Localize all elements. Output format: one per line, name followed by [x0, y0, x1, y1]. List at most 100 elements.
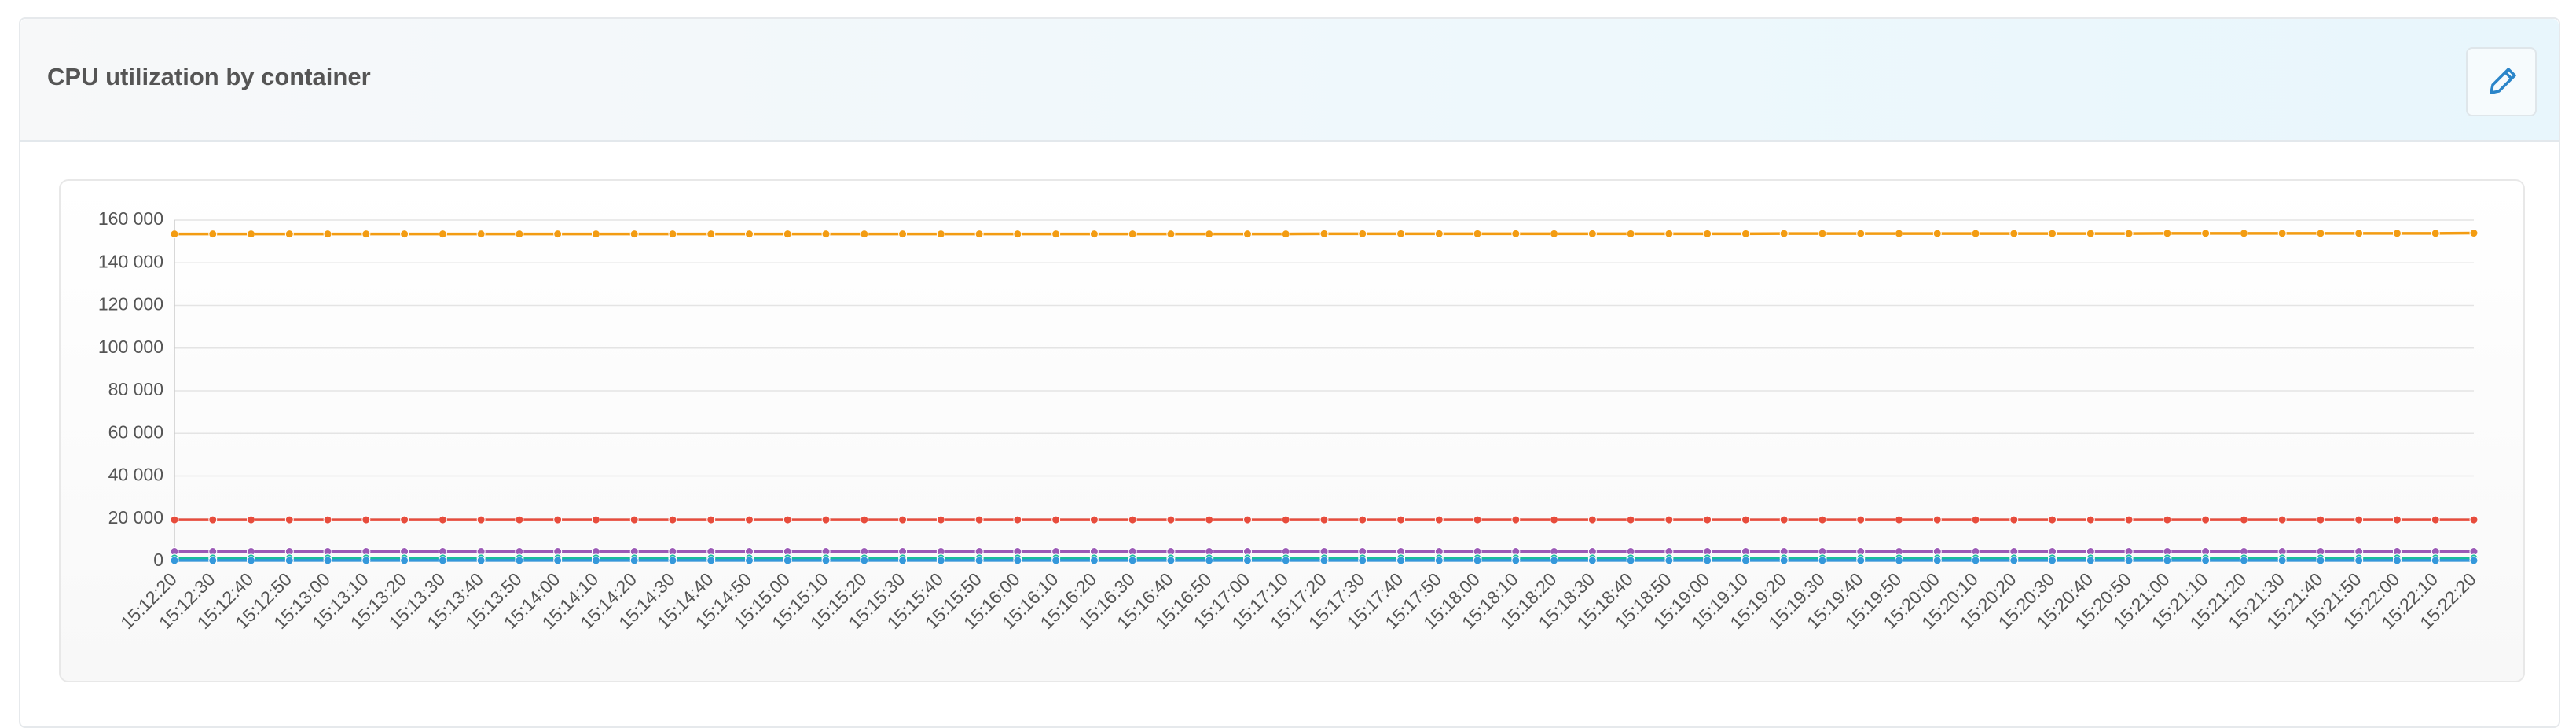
data-point [1434, 515, 1444, 524]
data-point [1089, 230, 1099, 239]
page: CPU utilization by container 0 20 000 40 0… [19, 17, 2560, 728]
data-point [783, 556, 792, 565]
data-point [936, 556, 945, 565]
data-point [1473, 515, 1482, 524]
data-point [2048, 229, 2057, 238]
data-point [1971, 515, 1980, 524]
panel-title: CPU utilization by container [47, 63, 371, 90]
data-point [1779, 229, 1789, 238]
data-point [1396, 229, 1406, 238]
data-point [783, 230, 792, 239]
data-point [438, 556, 447, 565]
data-point [476, 230, 486, 239]
data-point [170, 556, 179, 565]
data-point [2354, 556, 2364, 565]
chart: 0 20 000 40 000 60 000 80 000 100 000 120 000 1… [98, 208, 2480, 633]
data-point [1319, 515, 1329, 524]
data-point [2316, 515, 2325, 524]
data-point [2392, 229, 2402, 238]
data-point [1550, 515, 1559, 524]
data-point [2048, 556, 2057, 565]
data-point [284, 556, 294, 565]
data-point [361, 230, 371, 239]
data-point [1051, 230, 1061, 239]
data-point [629, 556, 639, 565]
data-point [745, 230, 754, 239]
data-point [1128, 230, 1137, 239]
data-point [1895, 556, 1903, 565]
data-point [1089, 556, 1099, 565]
data-point [247, 556, 256, 565]
data-point [2316, 229, 2325, 238]
data-point [2354, 515, 2364, 524]
data-point [2392, 556, 2402, 565]
data-point [1128, 556, 1137, 565]
data-point [2277, 515, 2287, 524]
data-point [1856, 229, 1866, 238]
data-point [1166, 230, 1176, 239]
data-point [553, 556, 563, 565]
data-point [2354, 229, 2364, 238]
data-point [515, 556, 524, 565]
edit-button[interactable] [2466, 47, 2537, 116]
data-point [860, 556, 869, 565]
data-point [1281, 515, 1290, 524]
data-point [2009, 229, 2019, 238]
data-point [323, 515, 332, 524]
data-point [2201, 229, 2211, 238]
y-tick-label: 0 [153, 550, 163, 570]
data-point [1818, 556, 1827, 565]
data-point [1434, 229, 1444, 238]
data-point [400, 556, 409, 565]
data-point [1818, 515, 1827, 524]
data-point [1013, 556, 1022, 565]
data-point [1242, 515, 1252, 524]
y-tick-label: 60 000 [108, 421, 163, 442]
data-point [629, 230, 639, 239]
data-point [438, 230, 447, 239]
data-point [1128, 515, 1137, 524]
data-point [2201, 515, 2211, 524]
data-point [1205, 556, 1214, 565]
data-point [591, 515, 600, 524]
data-point [1511, 229, 1521, 238]
data-point [2392, 515, 2402, 524]
data-point [2277, 556, 2287, 565]
data-point [1741, 229, 1750, 238]
data-point [1932, 515, 1942, 524]
data-point [361, 515, 371, 524]
data-point [1473, 229, 1482, 238]
data-point [1013, 230, 1022, 239]
data-point [2124, 515, 2134, 524]
data-point [2163, 229, 2172, 238]
data-point [1664, 229, 1674, 238]
data-point [2201, 556, 2211, 565]
y-tick-label: 20 000 [108, 507, 163, 528]
data-point [936, 515, 945, 524]
data-point [1587, 229, 1597, 238]
data-point [1895, 515, 1903, 524]
data-point [668, 230, 677, 239]
data-point [1396, 515, 1406, 524]
data-point [2239, 229, 2248, 238]
data-point [974, 556, 984, 565]
data-point [2469, 556, 2479, 565]
data-point [745, 556, 754, 565]
edit-icon [2490, 68, 2516, 94]
data-point [706, 230, 716, 239]
data-point [1396, 556, 1406, 565]
data-point [1166, 515, 1176, 524]
data-point [1358, 515, 1367, 524]
data-point [1856, 556, 1866, 565]
data-point [1971, 556, 1980, 565]
data-point [821, 556, 831, 565]
data-point [476, 556, 486, 565]
data-point [860, 515, 869, 524]
data-point [1242, 230, 1252, 239]
data-point [1971, 229, 1980, 238]
data-point [2124, 229, 2134, 238]
data-point [553, 230, 563, 239]
data-point [2009, 515, 2019, 524]
data-point [1242, 556, 1252, 565]
data-point [2239, 515, 2248, 524]
